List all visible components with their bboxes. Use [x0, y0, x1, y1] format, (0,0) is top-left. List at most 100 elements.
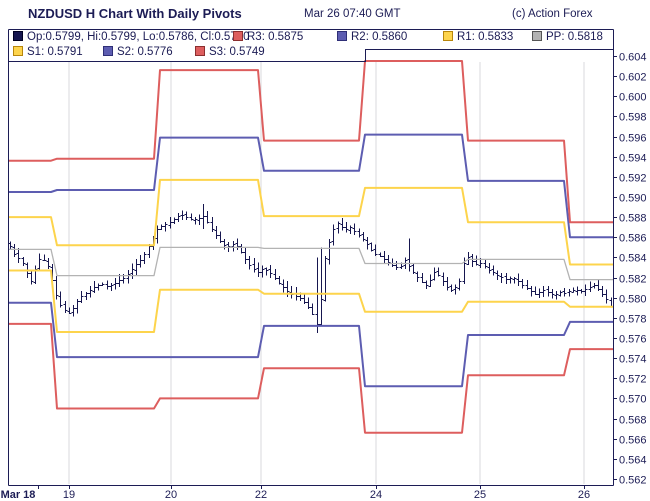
ohlc-bar	[281, 279, 286, 293]
legend-label-pp: PP: 0.5818	[546, 31, 603, 43]
ohlc-bar	[365, 237, 370, 250]
ohlc-bar	[239, 243, 244, 254]
ohlc-bar	[441, 272, 446, 286]
ohlc-bar	[21, 256, 26, 267]
ohlc-bar	[260, 265, 265, 278]
ohlc-bar	[348, 225, 353, 235]
ohlc-bar	[16, 248, 21, 263]
x-tick-label: 22	[255, 489, 267, 501]
legend-item-pp: PP: 0.5818	[532, 31, 603, 43]
legend-item-r1: R1: 0.5833	[443, 31, 513, 43]
ohlc-bar	[142, 252, 147, 264]
ohlc-bar	[424, 280, 429, 289]
x-tick-label: 19	[63, 489, 75, 501]
legend-item-ohlc: Op:0.5799, Hi:0.5799, Lo:0.5786, Cl:0.57…	[13, 31, 250, 43]
legend-swatch-r2	[337, 31, 347, 41]
ohlc-bar	[449, 284, 454, 293]
ohlc-bar	[583, 284, 588, 297]
ohlc-bar	[508, 276, 513, 284]
ohlc-bar	[58, 291, 63, 308]
legend-item-s1: S1: 0.5791	[13, 46, 83, 58]
chart-title: NZDUSD H Chart With Daily Pivots	[28, 6, 242, 21]
ohlc-bar	[378, 252, 383, 258]
ohlc-bar	[436, 267, 441, 277]
ohlc-bar	[491, 265, 496, 276]
legend-swatch-r1	[443, 31, 453, 41]
y-tick-label: 0.600	[619, 92, 647, 104]
ohlc-bar	[466, 251, 471, 266]
ohlc-bar	[243, 247, 248, 264]
legend-item-s3: S3: 0.5749	[195, 46, 265, 58]
ohlc-bar	[37, 253, 42, 271]
y-tick-label: 0.570	[619, 394, 647, 406]
ohlc-bar	[96, 283, 101, 291]
ohlc-bar	[575, 286, 580, 296]
ohlc-bar	[218, 231, 223, 244]
y-tick-label: 0.588	[619, 213, 647, 225]
y-tick-label: 0.582	[619, 274, 647, 286]
ohlc-bar	[512, 277, 517, 284]
legend-item-r2: R2: 0.5860	[337, 31, 407, 43]
ohlc-bar	[197, 214, 202, 225]
ohlc-bar	[79, 290, 84, 304]
ohlc-bar	[432, 267, 437, 281]
y-tick-label: 0.594	[619, 153, 647, 165]
ohlc-bar	[176, 213, 181, 223]
ohlc-bar	[504, 272, 509, 285]
ohlc-bar	[474, 255, 479, 266]
ohlc-bar	[201, 204, 206, 230]
ohlc-bar	[592, 282, 597, 289]
pivot-line-r3	[9, 60, 613, 224]
ohlc-bar	[172, 217, 177, 224]
ohlc-bar	[117, 274, 122, 287]
ohlc-bar	[54, 276, 59, 300]
ohlc-bar	[352, 223, 357, 236]
ohlc-bar	[193, 216, 198, 225]
ohlc-bar	[67, 307, 72, 315]
ohlc-bar	[369, 242, 374, 252]
ohlc-bar	[184, 211, 189, 220]
ohlc-bar	[12, 244, 17, 257]
ohlc-bar	[411, 263, 416, 275]
y-tick-label: 0.598	[619, 112, 647, 124]
y-tick-label: 0.578	[619, 314, 647, 326]
ohlc-bar	[84, 292, 89, 301]
ohlc-bar	[289, 286, 294, 299]
ohlc-bar	[268, 265, 273, 278]
ohlc-bar	[63, 301, 68, 314]
ohlc-bar	[596, 280, 601, 292]
legend-label-s3: S3: 0.5749	[209, 46, 265, 58]
ohlc-bar	[567, 288, 572, 297]
candlestick-series	[8, 204, 614, 333]
ohlc-bar	[483, 259, 488, 269]
ohlc-bar	[562, 287, 567, 297]
legend-swatch-s1	[13, 46, 23, 56]
ohlc-bar	[252, 258, 257, 273]
chart-timestamp: Mar 26 07:40 GMT	[304, 8, 401, 20]
ohlc-bar	[264, 267, 269, 276]
ohlc-bar	[214, 225, 219, 239]
ohlc-bar	[315, 257, 320, 333]
ohlc-bar	[588, 281, 593, 293]
ohlc-bar	[470, 254, 475, 268]
x-tick-label: Mar 18	[1, 489, 36, 501]
ohlc-bar	[310, 303, 315, 316]
pivot-line-s2	[9, 301, 613, 388]
legend-label-ohlc: Op:0.5799, Hi:0.5799, Lo:0.5786, Cl:0.57…	[27, 31, 250, 43]
y-tick-label: 0.574	[619, 354, 647, 366]
y-tick-label: 0.572	[619, 374, 647, 386]
ohlc-bar	[46, 257, 51, 270]
ohlc-bar	[42, 254, 47, 261]
ohlc-bar	[487, 262, 492, 274]
y-tick-label: 0.586	[619, 233, 647, 245]
ohlc-bar	[88, 286, 93, 298]
ohlc-bar	[453, 284, 458, 295]
legend-label-s1: S1: 0.5791	[27, 46, 83, 58]
legend-label-s2: S2: 0.5776	[117, 46, 173, 58]
y-tick-label: 0.584	[619, 253, 647, 265]
ohlc-bar	[336, 221, 341, 234]
x-tick-label: 26	[578, 489, 590, 501]
ohlc-bar	[75, 298, 80, 314]
pivot-line-pp	[9, 246, 613, 281]
